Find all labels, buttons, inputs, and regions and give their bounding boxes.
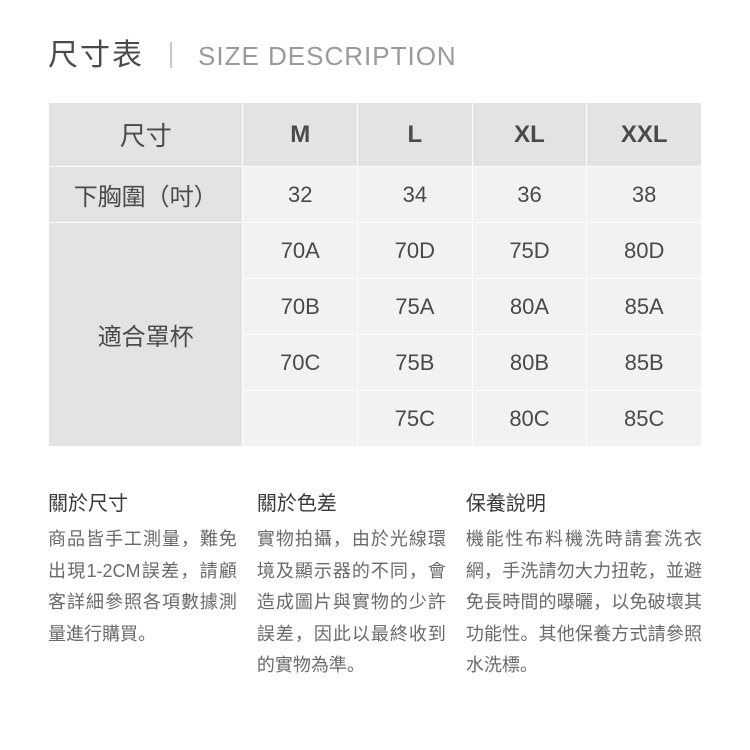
note-title: 關於尺寸 — [48, 487, 237, 516]
row-label-underbust: 下胸圍（吋） — [49, 167, 243, 223]
note-body: 商品皆手工測量，難免出現1-2CM誤差，請顧客詳細參照各項數據測量進行購買。 — [48, 524, 237, 650]
table-row: 適合罩杯 70A 70D 75D 80D — [49, 223, 702, 279]
cell: 70B — [243, 279, 358, 335]
cell: 80D — [587, 223, 702, 279]
cell: 75C — [358, 391, 473, 447]
row-label-cup: 適合罩杯 — [49, 223, 243, 447]
table-row: 下胸圍（吋） 32 34 36 38 — [49, 167, 702, 223]
cell: 85C — [587, 391, 702, 447]
cell: 70A — [243, 223, 358, 279]
table-header-row: 尺寸 M L XL XXL — [49, 103, 702, 167]
cell: 75B — [358, 335, 473, 391]
note-body: 機能性布料機洗時請套洗衣網，手洗請勿大力扭乾，並避免長時間的曝曬，以免破壞其功能… — [466, 524, 702, 682]
cell: 80A — [472, 279, 587, 335]
page-title: 尺寸表 ｜ SIZE DESCRIPTION — [48, 30, 702, 74]
title-cn: 尺寸表 — [48, 30, 144, 74]
cell — [243, 391, 358, 447]
note-title: 保養說明 — [466, 487, 702, 516]
title-en: SIZE DESCRIPTION — [198, 41, 457, 72]
note-body: 實物拍攝，由於光線環境及顯示器的不同，會造成圖片與實物的少許誤差，因此以最終收到… — [257, 524, 446, 682]
notes-section: 關於尺寸 商品皆手工測量，難免出現1-2CM誤差，請顧客詳細參照各項數據測量進行… — [48, 487, 702, 682]
title-separator: ｜ — [158, 36, 184, 73]
size-header: M — [243, 103, 358, 167]
note-size: 關於尺寸 商品皆手工測量，難免出現1-2CM誤差，請顧客詳細參照各項數據測量進行… — [48, 487, 237, 682]
cell: 80B — [472, 335, 587, 391]
note-title: 關於色差 — [257, 487, 446, 516]
cell: 75D — [472, 223, 587, 279]
size-header: XXL — [587, 103, 702, 167]
cell: 85B — [587, 335, 702, 391]
size-header: XL — [472, 103, 587, 167]
cell: 70D — [358, 223, 473, 279]
header-label: 尺寸 — [49, 103, 243, 167]
note-care: 保養說明 機能性布料機洗時請套洗衣網，手洗請勿大力扭乾，並避免長時間的曝曬，以免… — [466, 487, 702, 682]
cell: 38 — [587, 167, 702, 223]
cell: 36 — [472, 167, 587, 223]
cell: 70C — [243, 335, 358, 391]
cell: 85A — [587, 279, 702, 335]
size-header: L — [358, 103, 473, 167]
size-table: 尺寸 M L XL XXL 下胸圍（吋） 32 34 36 38 適合罩杯 70… — [48, 102, 702, 447]
cell: 34 — [358, 167, 473, 223]
cell: 75A — [358, 279, 473, 335]
cell: 32 — [243, 167, 358, 223]
note-color: 關於色差 實物拍攝，由於光線環境及顯示器的不同，會造成圖片與實物的少許誤差，因此… — [257, 487, 446, 682]
cell: 80C — [472, 391, 587, 447]
